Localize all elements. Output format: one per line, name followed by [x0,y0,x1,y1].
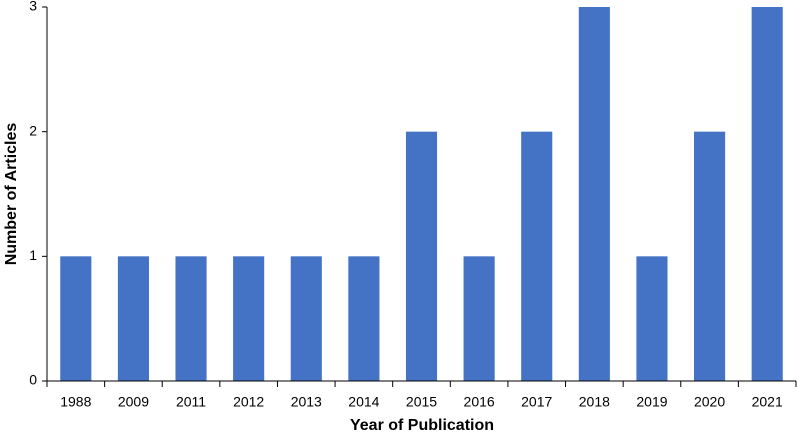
x-tick-label: 2011 [176,394,206,410]
x-tick-label: 2013 [291,394,322,410]
x-tick-label: 2019 [636,394,667,410]
bar [405,131,438,381]
y-tick-label: 0 [29,372,37,388]
x-tick-label: 2015 [406,394,437,410]
bar [233,256,265,381]
bar [60,256,92,381]
x-tick-label: 2018 [579,394,610,410]
bar [175,256,207,381]
x-tick-label: 2016 [464,394,495,410]
bar [521,131,553,381]
y-tick-label: 1 [29,247,37,263]
bar [751,7,783,381]
y-tick-label: 3 [29,0,37,14]
bar [463,256,495,381]
bar [578,7,610,381]
x-tick-label: 2009 [118,394,149,410]
x-tick-label: 2017 [521,394,552,410]
bar [694,131,726,381]
x-tick-label: 2014 [348,394,379,410]
bar [636,256,668,381]
y-axis-title: Number of Articles [3,123,20,266]
x-tick-label: 2020 [694,394,725,410]
bar [348,256,380,381]
bar [117,256,149,381]
x-axis-title: Year of Publication [350,417,494,434]
x-tick-label: 2021 [752,394,783,410]
x-tick-label: 2012 [233,394,264,410]
bar [290,256,322,381]
x-tick-label: 1988 [60,394,91,410]
y-tick-label: 2 [29,122,37,138]
